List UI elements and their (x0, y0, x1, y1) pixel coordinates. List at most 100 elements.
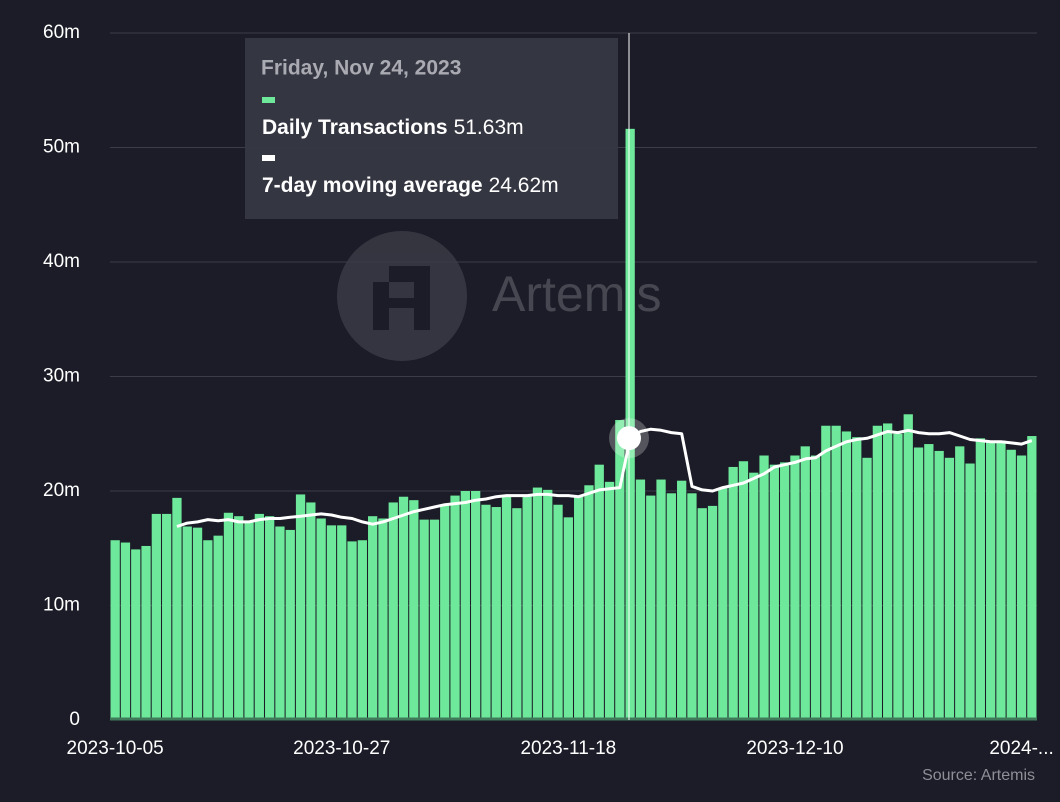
hover-point (617, 426, 641, 451)
bar (522, 495, 532, 720)
bar (604, 481, 615, 720)
bar (1016, 455, 1027, 720)
bar (357, 540, 367, 720)
bar (553, 504, 563, 720)
bar (450, 495, 460, 720)
bar (182, 526, 192, 720)
y-tick-label: 40m (43, 251, 80, 272)
bar (780, 462, 790, 720)
bar (749, 472, 759, 720)
bar (481, 504, 491, 720)
bar (574, 496, 584, 720)
bar (677, 480, 687, 720)
bar (790, 455, 800, 720)
bar (769, 464, 779, 720)
bar (893, 433, 903, 720)
bar (347, 541, 357, 720)
bar (955, 446, 965, 720)
tooltip-swatch (262, 155, 275, 161)
tooltip-series-name: 7-day moving average (262, 174, 483, 197)
bar (718, 487, 728, 720)
bar (162, 513, 172, 720)
bar (584, 485, 594, 720)
bar (862, 457, 872, 720)
bar (656, 479, 666, 720)
bar (986, 440, 996, 720)
bar (913, 447, 924, 720)
bar (409, 500, 419, 720)
bar (852, 437, 862, 720)
bar (172, 497, 182, 720)
bar (223, 512, 234, 720)
bar (440, 504, 450, 720)
tooltip-value: 51.63m (454, 116, 524, 139)
tooltip-swatch (262, 97, 275, 103)
x-tick-label: 2023-10-05 (67, 738, 164, 759)
y-tick-label: 20m (43, 480, 80, 501)
y-tick-label: 0 (69, 709, 80, 730)
bar (378, 518, 388, 720)
bar (666, 493, 676, 720)
bar (975, 438, 985, 720)
bar (903, 414, 913, 720)
bar (131, 549, 141, 720)
bar (285, 529, 295, 720)
bar (120, 542, 131, 720)
bar (924, 444, 934, 720)
bar (110, 540, 120, 720)
bar (965, 463, 975, 720)
bar (883, 423, 893, 720)
bar (1027, 436, 1037, 720)
bar (821, 425, 831, 720)
bar (398, 496, 409, 720)
bar (563, 517, 573, 720)
tooltip-row: Daily Transactions 51.63m (262, 116, 524, 139)
tooltip-row: 7-day moving average 24.62m (262, 174, 559, 197)
watermark-text: Artemis (492, 266, 661, 322)
bar (615, 420, 625, 720)
bar (254, 513, 264, 720)
bar (203, 540, 213, 720)
y-tick-label: 50m (43, 137, 80, 158)
bar (759, 455, 769, 720)
bar (934, 450, 944, 720)
bar (1006, 449, 1016, 720)
source: Source: Artemis (922, 767, 1035, 784)
x-tick-label: 2023-10-27 (293, 738, 390, 759)
bar (594, 464, 604, 720)
bar (810, 455, 821, 720)
tooltip-box (245, 38, 618, 219)
bar (213, 535, 223, 720)
bar (532, 487, 543, 720)
bar (831, 425, 841, 720)
bar (738, 461, 749, 720)
tooltip-value: 24.62m (489, 174, 559, 197)
bar (419, 519, 429, 720)
x-tick-label: 2023-11-18 (520, 738, 616, 759)
y-tick-label: 10m (43, 595, 80, 616)
bar (635, 479, 646, 720)
bar (944, 457, 955, 720)
x-tick-label: 2024-... (989, 738, 1053, 759)
y-tick-label: 30m (43, 366, 80, 387)
bar (872, 425, 882, 720)
bar (388, 502, 398, 720)
bar (697, 508, 707, 720)
bar (512, 508, 522, 720)
bar (800, 446, 810, 720)
bar (141, 545, 151, 720)
bar (460, 491, 470, 720)
bar (471, 491, 481, 720)
bar (996, 440, 1006, 720)
bar (275, 526, 285, 720)
bar (265, 516, 275, 720)
bar (501, 496, 512, 720)
y-tick-label: 60m (43, 22, 80, 43)
line (176, 427, 1033, 528)
bar (646, 495, 656, 720)
bar (625, 128, 635, 721)
bar (151, 513, 161, 720)
bar (687, 493, 697, 720)
bar (728, 466, 738, 720)
